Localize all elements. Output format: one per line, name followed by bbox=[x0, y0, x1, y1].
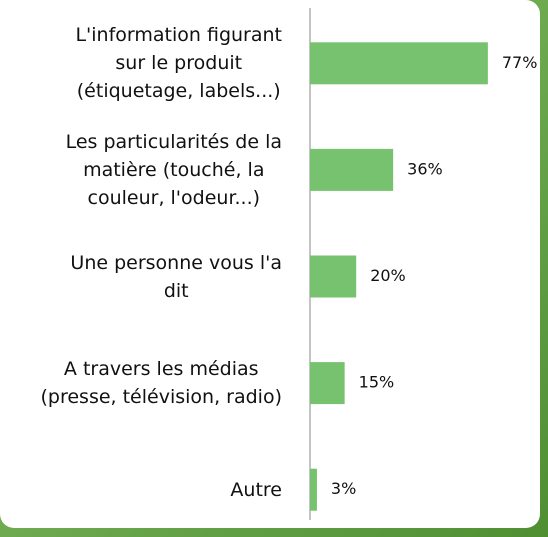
category-label: Les particularités de la matière (touché… bbox=[65, 130, 282, 209]
category-label: Autre bbox=[230, 478, 282, 501]
bar bbox=[310, 255, 357, 298]
chart-panel: 77% 36% 20% 15% 3% L'information figurant su… bbox=[40, 8, 538, 520]
value-label: 15% bbox=[359, 373, 395, 392]
category-label: L'information figurant sur le produit (é… bbox=[75, 24, 282, 103]
value-label: 3% bbox=[331, 479, 356, 498]
bar bbox=[310, 468, 317, 511]
category-label: Une personne vous l'a dit bbox=[70, 251, 282, 302]
bar bbox=[310, 362, 345, 405]
chart: 77% 36% 20% 15% 3% bbox=[309, 8, 538, 520]
bar bbox=[310, 42, 488, 85]
value-label: 20% bbox=[370, 266, 406, 285]
category-label: A travers les médias (presse, télévision… bbox=[40, 358, 282, 409]
value-label: 36% bbox=[407, 159, 443, 178]
bar bbox=[310, 148, 394, 191]
value-label: 77% bbox=[502, 53, 538, 72]
